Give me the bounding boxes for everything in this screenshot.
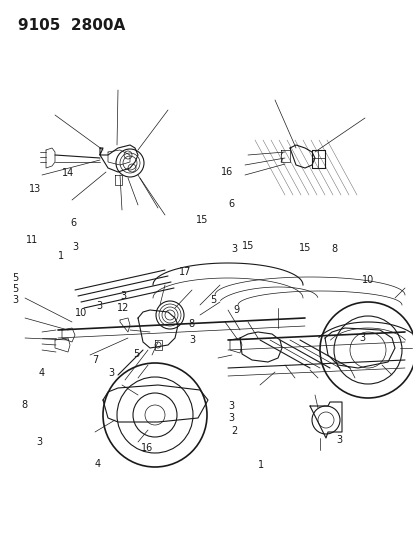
Text: 15: 15 xyxy=(195,215,208,224)
Text: 10: 10 xyxy=(74,309,87,318)
Text: 3: 3 xyxy=(189,335,195,345)
Text: 6: 6 xyxy=(228,199,233,208)
Text: 2: 2 xyxy=(230,426,237,435)
Text: 8: 8 xyxy=(331,245,337,254)
Text: 9: 9 xyxy=(233,305,239,315)
Text: 3: 3 xyxy=(358,334,364,343)
Text: 14: 14 xyxy=(62,168,74,178)
Text: 16: 16 xyxy=(140,443,153,453)
Text: 6: 6 xyxy=(71,218,76,228)
Text: 15: 15 xyxy=(242,241,254,251)
Text: 4: 4 xyxy=(94,459,100,469)
Text: 5: 5 xyxy=(12,273,19,283)
Text: 8: 8 xyxy=(188,319,194,329)
Text: 9105  2800A: 9105 2800A xyxy=(18,18,125,33)
Text: 3: 3 xyxy=(228,414,234,423)
Text: 5: 5 xyxy=(209,295,216,304)
Text: 1: 1 xyxy=(257,460,263,470)
Text: 3: 3 xyxy=(230,245,236,254)
Text: 1: 1 xyxy=(58,251,64,261)
Text: 16: 16 xyxy=(220,167,233,176)
Text: 3: 3 xyxy=(13,295,19,304)
Text: 3: 3 xyxy=(96,302,102,311)
Text: 7: 7 xyxy=(92,355,98,365)
Text: 13: 13 xyxy=(29,184,41,194)
Text: 10: 10 xyxy=(361,275,374,285)
Text: 4: 4 xyxy=(38,368,44,378)
Text: 15: 15 xyxy=(299,243,311,253)
Text: 5: 5 xyxy=(133,350,140,359)
Text: 3: 3 xyxy=(36,438,42,447)
Text: 3: 3 xyxy=(120,291,126,301)
Text: 8: 8 xyxy=(22,400,28,410)
Text: 11: 11 xyxy=(26,235,38,245)
Text: 3: 3 xyxy=(336,435,342,445)
Text: 5: 5 xyxy=(12,284,19,294)
Text: 3: 3 xyxy=(228,401,234,411)
Text: 3: 3 xyxy=(109,368,114,378)
Text: 12: 12 xyxy=(117,303,129,313)
Text: 17: 17 xyxy=(179,267,191,277)
Text: 3: 3 xyxy=(72,242,78,252)
